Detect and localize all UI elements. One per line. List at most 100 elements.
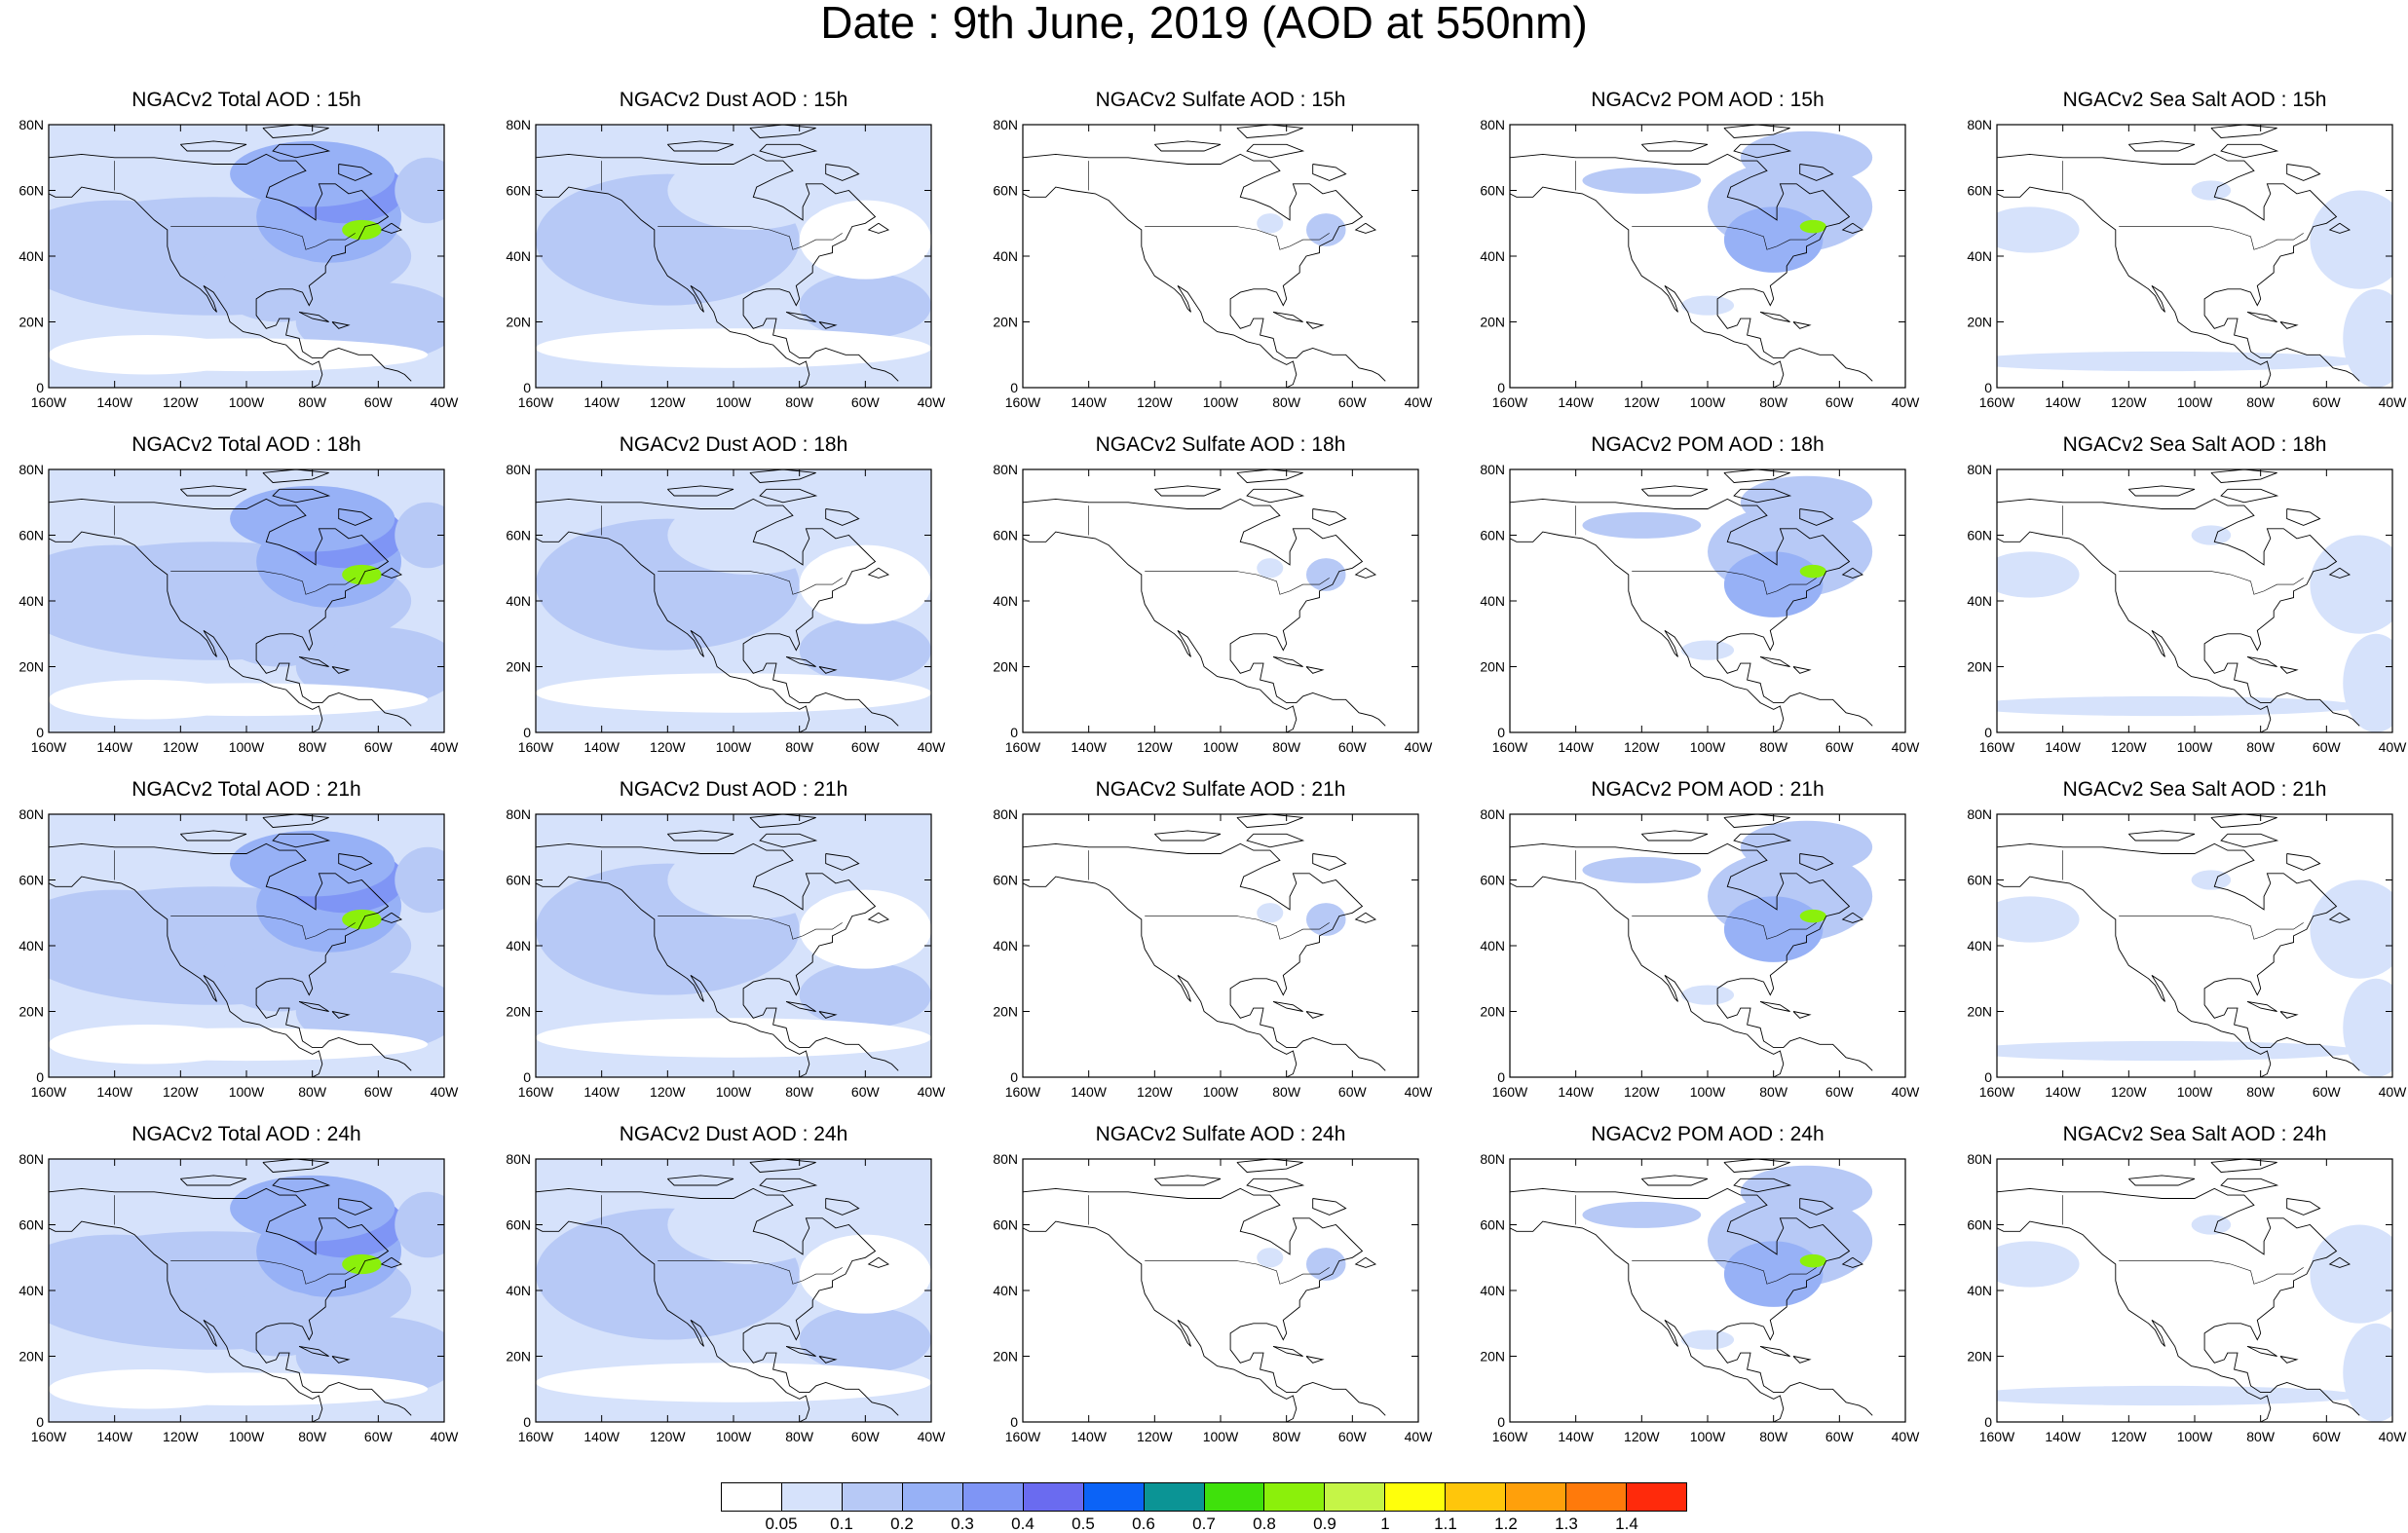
lat-tick-label: 40N	[993, 1283, 1018, 1298]
colorbar-label: 0.8	[1253, 1514, 1276, 1533]
aod-contour	[1997, 551, 2080, 598]
lon-tick-label: 100W	[1203, 394, 1239, 410]
lon-tick-label: 80W	[2246, 394, 2276, 410]
lon-tick-label: 60W	[1338, 1084, 1368, 1100]
coastline	[49, 814, 412, 1077]
colorbar-label: 0.05	[765, 1514, 798, 1533]
lon-tick-label: 160W	[1005, 1084, 1041, 1100]
lat-tick-label: 40N	[1967, 593, 1992, 609]
aod-contour	[1997, 1040, 2360, 1062]
lon-tick-label: 100W	[2177, 394, 2213, 410]
aod-contour	[2310, 1224, 2392, 1324]
country-border	[2119, 1260, 2304, 1285]
map-panel: NGACv2 Sulfate AOD : 21h 80N 60N 40N 20N 0 160…	[974, 779, 1471, 1100]
lat-tick-label: 0	[1497, 725, 1505, 740]
lon-tick-label: 100W	[716, 394, 752, 410]
lon-tick-label: 60W	[364, 394, 394, 410]
aod-contour	[1799, 909, 1826, 923]
aod-contour	[1997, 206, 2080, 253]
lat-tick-label: 80N	[19, 806, 44, 822]
aod-contour	[536, 673, 931, 713]
colorbar-label: 1.1	[1434, 1514, 1457, 1533]
lon-tick-label: 140W	[96, 394, 132, 410]
aod-contour	[799, 1234, 931, 1314]
map-panel: NGACv2 Sea Salt AOD : 24h 80N 60N 40N 20N 0 16…	[1948, 1124, 2408, 1444]
lon-tick-label: 160W	[1979, 1084, 2015, 1100]
lat-tick-label: 80N	[19, 1151, 44, 1167]
lon-tick-label: 160W	[1979, 739, 2015, 755]
panel-title: NGACv2 POM AOD : 24h	[1591, 1123, 1825, 1145]
aod-contour	[1997, 1385, 2360, 1406]
colorbar-swatch	[1144, 1483, 1205, 1511]
lat-tick-label: 20N	[1480, 315, 1505, 330]
lat-tick-label: 80N	[1967, 117, 1992, 132]
aod-contour	[799, 1306, 931, 1373]
country-border	[1145, 1260, 1330, 1285]
aod-contour	[1582, 511, 1702, 539]
country-border	[1632, 916, 1817, 940]
lat-tick-label: 80N	[993, 806, 1018, 822]
lat-tick-label: 40N	[1480, 938, 1505, 953]
panel-title: NGACv2 Dust AOD : 15h	[619, 89, 848, 111]
aod-contour	[1799, 219, 1826, 234]
lat-tick-label: 80N	[1480, 1151, 1505, 1167]
map-panel: NGACv2 Dust AOD : 24h 80N 60N 40N 20N 0 160W 14…	[487, 1123, 984, 1444]
coastline	[536, 469, 899, 732]
panel-title: NGACv2 POM AOD : 15h	[1591, 89, 1825, 111]
aod-contour	[1582, 1201, 1702, 1228]
lon-tick-label: 100W	[716, 739, 752, 755]
aod-contour	[342, 219, 382, 241]
lon-tick-label: 160W	[518, 1429, 554, 1444]
lat-tick-label: 0	[1010, 725, 1018, 740]
lon-tick-label: 80W	[298, 1429, 327, 1444]
lat-tick-label: 60N	[1967, 528, 1992, 543]
aod-field	[49, 125, 444, 388]
aod-contour	[395, 1191, 444, 1258]
lon-tick-label: 140W	[583, 1084, 620, 1100]
aod-contour	[1997, 351, 2360, 372]
lon-tick-label: 120W	[1624, 394, 1660, 410]
lon-tick-label: 80W	[785, 739, 814, 755]
colorbar	[721, 1482, 1687, 1512]
map-panel: NGACv2 Sea Salt AOD : 18h 80N 60N 40N 20N 0 16…	[1948, 434, 2408, 755]
lat-tick-label: 60N	[19, 873, 44, 888]
panel-title: NGACv2 Sea Salt AOD : 15h	[2062, 89, 2327, 111]
lon-tick-label: 40W	[1405, 739, 1434, 755]
aod-contour	[667, 841, 833, 919]
panel-title: NGACv2 Dust AOD : 24h	[619, 1123, 848, 1145]
lon-tick-label: 140W	[2045, 1084, 2081, 1100]
aod-contour	[1257, 213, 1284, 234]
country-border	[1632, 1260, 1817, 1285]
lon-tick-label: 60W	[1825, 1429, 1855, 1444]
lat-tick-label: 80N	[506, 1151, 531, 1167]
colorbar-swatch	[1264, 1483, 1326, 1511]
lon-tick-label: 100W	[1203, 1429, 1239, 1444]
lat-tick-label: 20N	[1967, 315, 1992, 330]
lon-tick-label: 160W	[518, 1084, 554, 1100]
aod-contour	[49, 1025, 246, 1065]
map-panel: NGACv2 POM AOD : 15h 80N 60N 40N 20N 0 160W 140…	[1461, 89, 1958, 410]
lat-tick-label: 60N	[1480, 1217, 1505, 1233]
lat-tick-label: 80N	[506, 806, 531, 822]
lon-tick-label: 160W	[1979, 1429, 2015, 1444]
aod-contour	[1582, 167, 1702, 194]
aod-contour	[1997, 1241, 2080, 1288]
coastline	[1997, 814, 2360, 1077]
map-panel: NGACv2 Sulfate AOD : 18h 80N 60N 40N 20N 0 160…	[974, 434, 1471, 755]
aod-contour	[342, 564, 382, 585]
lon-tick-label: 140W	[96, 1084, 132, 1100]
aod-contour	[799, 961, 931, 1028]
aod-contour	[49, 544, 214, 624]
lon-tick-label: 60W	[1825, 739, 1855, 755]
lon-tick-label: 140W	[96, 739, 132, 755]
country-border	[170, 1260, 356, 1285]
lon-tick-label: 40W	[2379, 739, 2408, 755]
aod-contour	[49, 889, 214, 969]
